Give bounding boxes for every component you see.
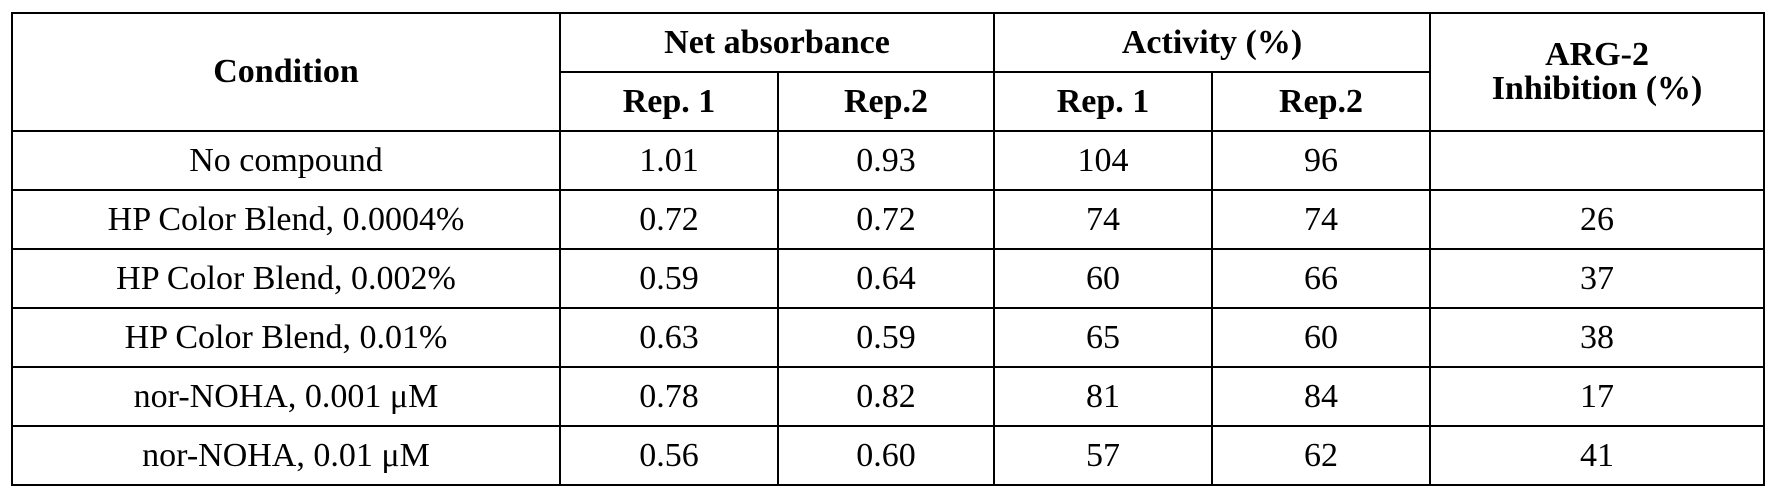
absorbance-rep1-cell: 1.01 bbox=[559, 130, 779, 191]
absorbance-rep2-cell: 0.59 bbox=[776, 307, 996, 368]
activity-rep2-cell: 96 bbox=[1211, 130, 1432, 191]
header-row-sub: Rep. 1 Rep.2 Rep. 1 Rep.2 bbox=[12, 71, 1764, 132]
arg2-header-line2: Inhibition (%) bbox=[1491, 70, 1703, 107]
inhibition-cell: 17 bbox=[1429, 366, 1766, 427]
condition-header: Condition bbox=[11, 12, 561, 132]
activity-rep2-cell: 66 bbox=[1211, 248, 1432, 309]
net-absorbance-header: Net absorbance bbox=[558, 12, 996, 73]
header-row-top: Condition Net absorbance Activity (%) AR… bbox=[11, 12, 1766, 132]
condition-cell: HP Color Blend, 0.01% bbox=[11, 307, 561, 368]
table-row: HP Color Blend, 0.002% 0.59 0.64 60 66 3… bbox=[11, 248, 1766, 309]
inhibition-cell: 37 bbox=[1429, 248, 1766, 309]
activity-rep1-cell: 60 bbox=[993, 248, 1214, 309]
activity-rep2-header: Rep.2 bbox=[1211, 71, 1432, 132]
table-row: nor-NOHA, 0.001 μM 0.78 0.82 81 84 17 bbox=[11, 366, 1766, 427]
absorbance-rep1-header: Rep. 1 bbox=[559, 71, 779, 132]
condition-cell: nor-NOHA, 0.001 μM bbox=[11, 366, 561, 427]
absorbance-rep2-cell: 0.93 bbox=[776, 130, 996, 191]
table-row: No compound 1.01 0.93 104 96 bbox=[11, 130, 1766, 191]
condition-cell: nor-NOHA, 0.01 μM bbox=[11, 425, 561, 486]
condition-cell: HP Color Blend, 0.002% bbox=[11, 248, 561, 309]
absorbance-rep1-cell: 0.59 bbox=[559, 248, 779, 309]
inhibition-cell: 38 bbox=[1429, 307, 1766, 368]
inhibition-cell bbox=[1429, 130, 1766, 191]
condition-cell: HP Color Blend, 0.0004% bbox=[11, 189, 561, 250]
activity-rep2-cell: 62 bbox=[1211, 425, 1432, 486]
absorbance-rep1-cell: 0.72 bbox=[559, 189, 779, 250]
condition-cell: No compound bbox=[11, 130, 561, 191]
inhibition-cell: 26 bbox=[1429, 189, 1766, 250]
results-table: Condition Net absorbance Activity (%) AR… bbox=[11, 12, 1766, 486]
arg2-inhibition-header: ARG-2 Inhibition (%) bbox=[1429, 12, 1766, 132]
activity-rep1-cell: 57 bbox=[993, 425, 1214, 486]
absorbance-rep2-header: Rep.2 bbox=[776, 71, 996, 132]
arg2-header-line1: ARG-2 bbox=[1545, 36, 1649, 73]
activity-rep1-cell: 104 bbox=[993, 130, 1214, 191]
absorbance-rep2-cell: 0.72 bbox=[776, 189, 996, 250]
absorbance-rep1-cell: 0.78 bbox=[559, 366, 779, 427]
inhibition-cell: 41 bbox=[1429, 425, 1766, 486]
table-row: HP Color Blend, 0.0004% 0.72 0.72 74 74 … bbox=[11, 189, 1766, 250]
absorbance-rep2-cell: 0.64 bbox=[776, 248, 996, 309]
activity-rep2-cell: 84 bbox=[1211, 366, 1432, 427]
activity-rep2-cell: 60 bbox=[1211, 307, 1432, 368]
table-row: HP Color Blend, 0.01% 0.63 0.59 65 60 38 bbox=[11, 307, 1766, 368]
absorbance-rep1-cell: 0.56 bbox=[559, 425, 779, 486]
absorbance-rep2-cell: 0.60 bbox=[776, 425, 996, 486]
activity-rep1-cell: 81 bbox=[993, 366, 1214, 427]
activity-rep1-cell: 65 bbox=[993, 307, 1214, 368]
absorbance-rep2-cell: 0.82 bbox=[776, 366, 996, 427]
activity-rep1-header: Rep. 1 bbox=[993, 71, 1214, 132]
activity-header: Activity (%) bbox=[993, 12, 1432, 73]
activity-rep2-cell: 74 bbox=[1211, 189, 1432, 250]
activity-rep1-cell: 74 bbox=[993, 189, 1214, 250]
absorbance-rep1-cell: 0.63 bbox=[559, 307, 779, 368]
table-row: nor-NOHA, 0.01 μM 0.56 0.60 57 62 41 bbox=[11, 425, 1766, 486]
